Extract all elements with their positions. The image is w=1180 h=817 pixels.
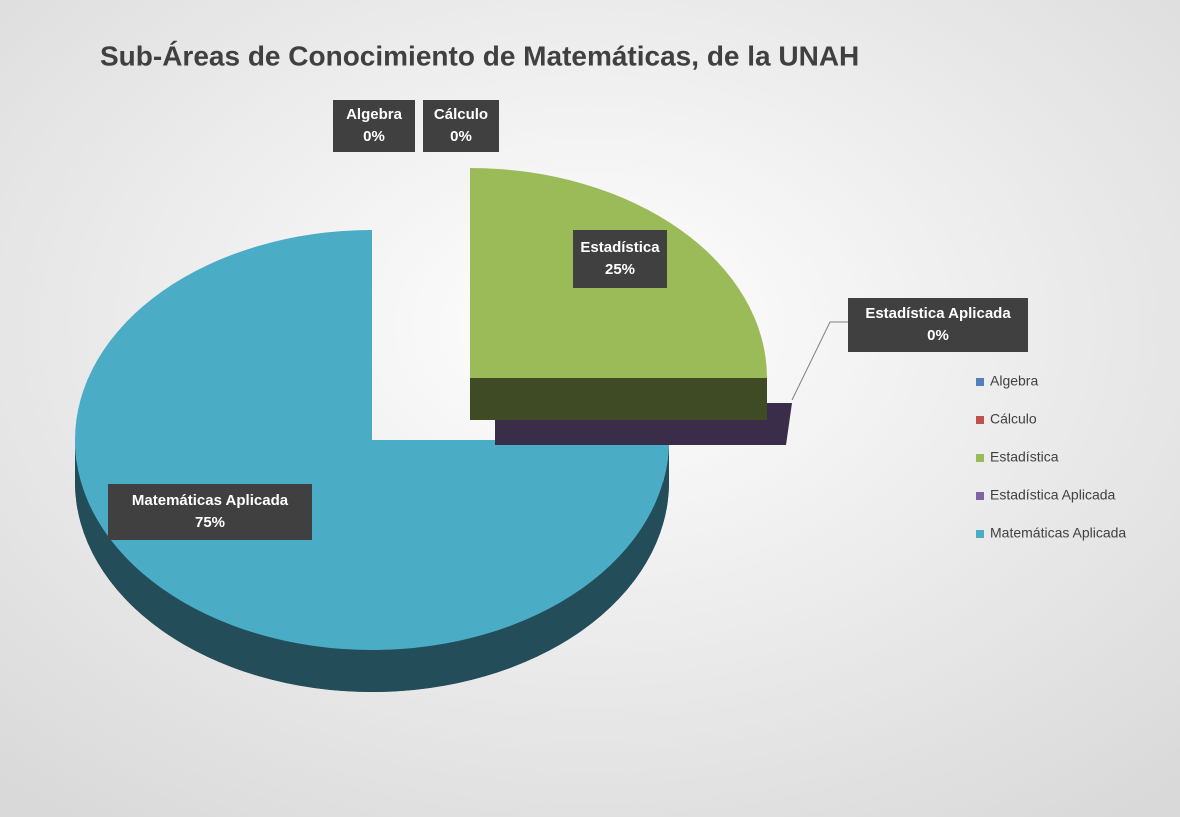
data-label-value: 0% xyxy=(363,128,385,145)
slice-top xyxy=(75,230,669,650)
data-label-box xyxy=(423,100,499,152)
data-label-value: 25% xyxy=(605,261,635,278)
chart-title: Sub-Áreas de Conocimiento de Matemáticas… xyxy=(100,40,859,71)
data-label-value: 0% xyxy=(927,327,949,344)
data-label-box xyxy=(108,484,312,540)
data-label-box xyxy=(573,230,667,288)
data-label-name: Cálculo xyxy=(434,106,488,123)
data-label-value: 75% xyxy=(195,514,225,531)
legend-label: Estadística Aplicada xyxy=(990,487,1116,503)
slice-wall xyxy=(75,440,669,692)
data-label-name: Matemáticas Aplicada xyxy=(132,492,289,509)
legend-label: Algebra xyxy=(990,373,1038,389)
data-label-name: Algebra xyxy=(346,106,403,123)
legend-swatch xyxy=(976,416,984,424)
legend-label: Matemáticas Aplicada xyxy=(990,525,1126,541)
legend-swatch xyxy=(976,378,984,386)
legend-swatch xyxy=(976,492,984,500)
data-label-box xyxy=(848,298,1028,352)
leader-line xyxy=(791,321,848,401)
data-label-name: Estadística Aplicada xyxy=(865,305,1011,322)
legend-swatch xyxy=(976,530,984,538)
data-label-name: Estadística xyxy=(580,239,660,256)
data-label-value: 0% xyxy=(450,128,472,145)
legend-label: Cálculo xyxy=(990,411,1037,427)
legend-label: Estadística xyxy=(990,449,1059,465)
pie-slice xyxy=(75,230,669,692)
data-labels: Algebra 0% Cálculo 0% Estadística 25% Estadíst… xyxy=(108,100,1028,540)
legend: Algebra Cálculo Estadística Estadística Apl… xyxy=(976,373,1126,541)
legend-swatch xyxy=(976,454,984,462)
data-label-box xyxy=(333,100,415,152)
slice-cut-face xyxy=(470,378,767,420)
